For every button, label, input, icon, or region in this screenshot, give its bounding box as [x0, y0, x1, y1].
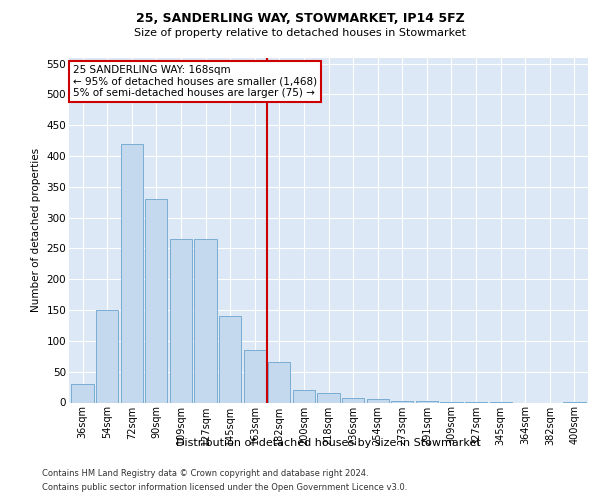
Bar	[317, 394, 340, 402]
Bar	[342, 398, 364, 402]
Bar	[145, 199, 167, 402]
Y-axis label: Number of detached properties: Number of detached properties	[31, 148, 41, 312]
Bar	[96, 310, 118, 402]
Bar	[71, 384, 94, 402]
Text: Contains HM Land Registry data © Crown copyright and database right 2024.: Contains HM Land Registry data © Crown c…	[42, 469, 368, 478]
Text: 25, SANDERLING WAY, STOWMARKET, IP14 5FZ: 25, SANDERLING WAY, STOWMARKET, IP14 5FZ	[136, 12, 464, 26]
Bar	[219, 316, 241, 402]
Bar	[170, 239, 192, 402]
Bar	[293, 390, 315, 402]
Bar	[194, 239, 217, 402]
Bar	[121, 144, 143, 403]
Text: Size of property relative to detached houses in Stowmarket: Size of property relative to detached ho…	[134, 28, 466, 38]
Bar	[367, 400, 389, 402]
Text: Distribution of detached houses by size in Stowmarket: Distribution of detached houses by size …	[176, 438, 481, 448]
Bar	[391, 400, 413, 402]
Text: 25 SANDERLING WAY: 168sqm
← 95% of detached houses are smaller (1,468)
5% of sem: 25 SANDERLING WAY: 168sqm ← 95% of detac…	[73, 65, 317, 98]
Bar	[268, 362, 290, 403]
Text: Contains public sector information licensed under the Open Government Licence v3: Contains public sector information licen…	[42, 484, 407, 492]
Bar	[244, 350, 266, 403]
